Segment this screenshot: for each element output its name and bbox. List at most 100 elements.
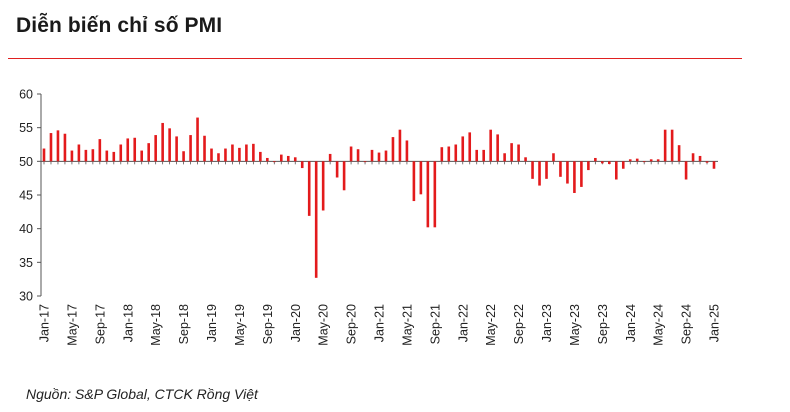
bar: [328, 153, 332, 162]
bar: [252, 143, 255, 162]
bar: [321, 161, 325, 211]
bar: [510, 143, 513, 162]
x-tick-label: Sep-22: [512, 304, 526, 344]
bar: [447, 146, 451, 162]
bar: [433, 161, 437, 228]
bar: [642, 161, 646, 163]
bar: [286, 155, 290, 162]
x-tick-label: Sep-18: [177, 304, 191, 344]
chart-title: Diễn biến chỉ số PMI: [16, 14, 223, 37]
bar: [628, 159, 632, 162]
bar: [587, 161, 590, 171]
bar: [677, 145, 681, 162]
x-tick-label: Jan-25: [708, 304, 722, 342]
bar: [356, 149, 360, 162]
x-tick-label: Jan-17: [38, 304, 52, 342]
bar: [503, 153, 506, 162]
x-tick-label: May-18: [149, 304, 163, 346]
bar: [112, 151, 116, 162]
bar: [56, 130, 60, 162]
bar: [614, 161, 618, 180]
bar: [601, 161, 604, 164]
bar: [105, 150, 109, 162]
y-tick-label: 55: [19, 121, 33, 135]
y-tick-label: 30: [19, 290, 33, 304]
x-tick-label: Sep-17: [93, 304, 107, 344]
bar: [293, 157, 297, 162]
bar: [377, 152, 381, 162]
x-axis: Jan-17 May-17 Sep-17 Jan-18 May-18 Sep-18 Jan-…: [38, 160, 722, 346]
bar: [175, 136, 178, 162]
source-note: Nguồn: S&P Global, CTCK Rồng Việt: [26, 386, 258, 402]
bar: [517, 144, 520, 162]
bar: [147, 143, 150, 162]
x-tick-label: Jan-23: [540, 304, 554, 342]
bar: [621, 161, 625, 169]
bar: [119, 144, 123, 162]
bar: [684, 161, 688, 180]
bar: [154, 135, 157, 162]
x-tick-label: May-19: [233, 304, 247, 346]
bar: [398, 129, 402, 162]
bar: [314, 161, 318, 278]
x-tick-label: Jan-21: [373, 304, 387, 342]
bar: [608, 161, 611, 165]
bar: [307, 161, 311, 216]
bar: [482, 149, 485, 162]
bar: [412, 161, 416, 202]
bar: [133, 137, 137, 162]
x-tick-label: Jan-20: [289, 304, 303, 342]
x-tick-label: May-24: [652, 304, 666, 346]
bar: [238, 147, 241, 162]
bar: [182, 151, 185, 162]
y-tick-label: 60: [19, 88, 33, 102]
x-tick-label: May-21: [400, 304, 414, 346]
bar: [63, 133, 67, 162]
bar: [217, 153, 220, 162]
bar: [461, 136, 465, 162]
x-tick-label: Sep-19: [261, 304, 275, 344]
bar: [531, 161, 534, 179]
bar: [489, 129, 492, 162]
bar: [580, 161, 583, 187]
bar: [363, 161, 367, 163]
bar: [370, 149, 374, 162]
bar: [454, 144, 458, 162]
bar: [426, 161, 430, 228]
bar: [49, 133, 53, 162]
bar: [656, 159, 660, 162]
bar: [42, 148, 46, 162]
x-tick-label: Jan-18: [121, 304, 135, 342]
bar: [440, 147, 444, 162]
bar: [468, 132, 472, 162]
bar: [635, 158, 639, 162]
bar: [335, 161, 339, 178]
bar: [419, 161, 423, 195]
bar: [196, 117, 199, 162]
bar-series: [42, 117, 716, 278]
y-tick-label: 40: [19, 222, 33, 236]
x-tick-label: May-20: [317, 304, 331, 346]
bar: [259, 151, 262, 162]
bar: [384, 150, 388, 162]
bar: [189, 135, 192, 162]
bar: [279, 154, 283, 162]
bar: [545, 161, 548, 179]
bar: [573, 161, 576, 193]
x-tick-label: Sep-24: [680, 304, 694, 344]
y-tick-label: 50: [19, 155, 33, 169]
x-tick-label: Jan-19: [205, 304, 219, 342]
bar: [300, 161, 304, 169]
bar: [559, 161, 562, 177]
x-tick-label: Sep-23: [596, 304, 610, 344]
bar: [203, 135, 206, 162]
bar: [691, 153, 695, 162]
bar: [140, 150, 144, 162]
x-tick-label: Sep-21: [428, 304, 442, 344]
x-tick-label: May-17: [65, 304, 79, 346]
bar: [126, 138, 130, 162]
bar: [77, 144, 81, 162]
bar: [84, 149, 88, 162]
x-tick-label: Jan-22: [456, 304, 470, 342]
bar: [273, 161, 276, 163]
